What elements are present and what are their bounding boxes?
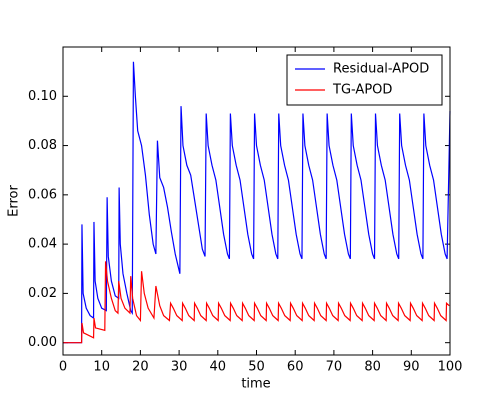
y-tick-label: 0.00 — [28, 335, 57, 350]
y-tick-label: 0.06 — [28, 187, 57, 202]
legend-label: Residual-APOD — [333, 62, 429, 77]
line — [63, 261, 450, 344]
x-tick-label: 100 — [438, 360, 463, 375]
legend-label: TG-APOD — [332, 83, 392, 98]
x-tick-label: 70 — [326, 360, 343, 375]
x-tick-label: 30 — [171, 360, 188, 375]
x-tick-label: 50 — [248, 360, 265, 375]
x-tick-label: 20 — [132, 360, 149, 375]
y-axis-label: Error — [7, 185, 22, 217]
y-tick-label: 0.04 — [28, 237, 57, 252]
x-tick-label: 40 — [210, 360, 227, 375]
x-tick-label: 10 — [93, 360, 110, 375]
plot-frame — [62, 46, 451, 356]
y-tick-label: 0.10 — [28, 89, 57, 104]
x-tick-label: 90 — [403, 360, 420, 375]
legend-box — [286, 54, 443, 106]
y-tick-label: 0.08 — [28, 138, 57, 153]
line — [63, 61, 451, 344]
y-tick-label: 0.02 — [28, 286, 57, 301]
x-tick-label: 0 — [59, 360, 67, 375]
x-tick-label: 60 — [287, 360, 304, 375]
x-tick-label: 80 — [364, 360, 381, 375]
x-axis-label: time — [241, 377, 270, 392]
